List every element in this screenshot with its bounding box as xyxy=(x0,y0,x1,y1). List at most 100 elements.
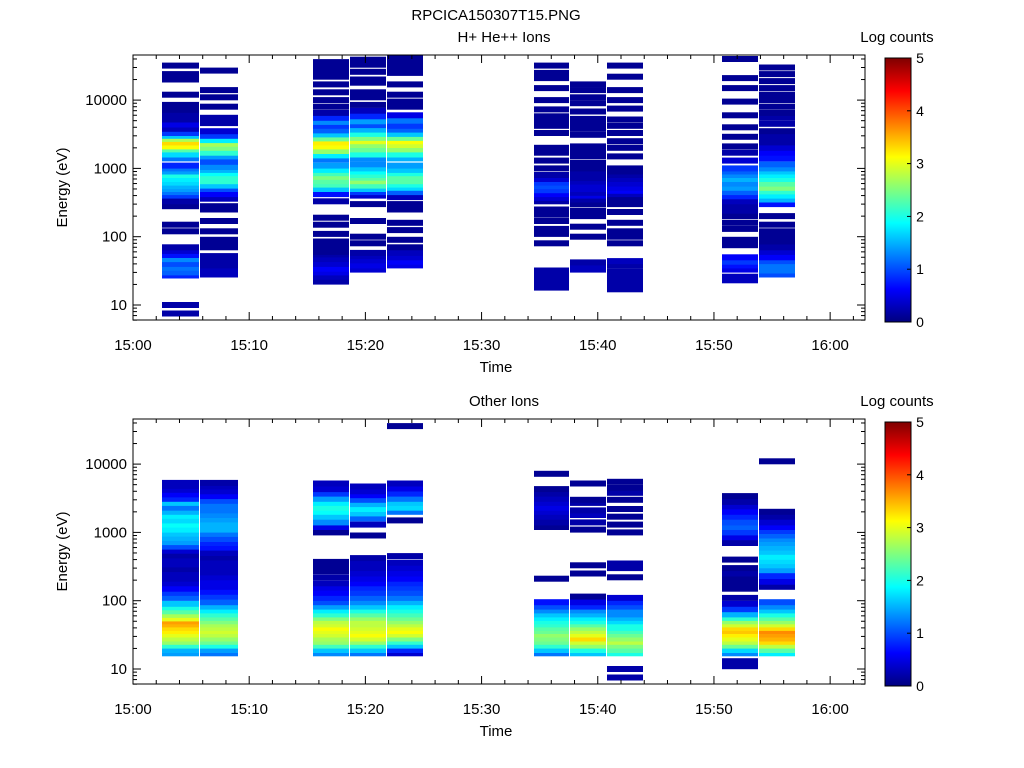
spectrogram-cell xyxy=(162,162,199,169)
spectrogram-cell xyxy=(200,618,238,625)
spectrogram-cell xyxy=(162,151,199,158)
spectrogram-cell xyxy=(200,195,238,202)
spectrogram-cell xyxy=(534,519,569,526)
spectrogram-cell xyxy=(570,631,606,638)
colorbar-tick-label: 2 xyxy=(916,572,924,588)
spectrogram-cell xyxy=(759,180,795,187)
spectrogram-cell xyxy=(534,206,569,213)
spectrogram-cell xyxy=(350,589,386,596)
spectrogram-cell xyxy=(387,155,423,162)
spectrogram-cell xyxy=(607,209,643,215)
x-tick-label: 15:40 xyxy=(579,701,617,718)
spectrogram-cell xyxy=(200,191,238,198)
spectrogram-cell xyxy=(534,284,569,291)
spectrogram-cell xyxy=(200,94,238,101)
spectrogram-cell xyxy=(387,508,423,515)
spectrogram-cell xyxy=(350,192,386,199)
spectrogram-cell xyxy=(313,603,349,610)
spectrogram-cell xyxy=(350,555,386,562)
spectrogram-cell xyxy=(313,178,349,185)
x-tick-label: 15:40 xyxy=(579,337,617,354)
colorbar-tick-label: 3 xyxy=(916,156,924,172)
spectrogram-cell xyxy=(759,638,795,645)
spectrogram-cell xyxy=(759,628,795,634)
spectrogram-cell xyxy=(200,132,238,139)
spectrogram-cell xyxy=(200,650,238,657)
spectrogram-cell xyxy=(162,556,199,563)
spectrogram-cell xyxy=(162,272,199,279)
spectrogram-cell xyxy=(722,198,758,205)
spectrogram-cell xyxy=(200,574,238,581)
spectrogram-cell xyxy=(350,631,386,638)
spectrogram-cell xyxy=(722,631,758,638)
spectrogram-cell xyxy=(350,142,386,148)
colorbar-tick-label: 1 xyxy=(916,261,924,277)
spectrogram-cell xyxy=(534,179,569,186)
spectrogram-cell xyxy=(570,618,606,625)
spectrogram-cell xyxy=(759,544,795,551)
spectrogram-cell xyxy=(387,146,423,153)
spectrogram-cell xyxy=(387,638,423,645)
spectrogram-cell xyxy=(387,485,423,492)
spectrogram-cell xyxy=(387,142,423,148)
spectrogram-cell xyxy=(722,635,758,642)
spectrogram-cell xyxy=(313,607,349,614)
spectrogram-cell xyxy=(313,127,349,134)
spectrogram-cell xyxy=(200,638,238,645)
spectrogram-cell xyxy=(607,144,643,151)
spectrogram-cell xyxy=(162,635,199,642)
spectrogram-cell xyxy=(722,176,758,182)
spectrogram-cell xyxy=(200,569,238,576)
spectrogram-cell xyxy=(387,134,423,141)
spectrogram-cell xyxy=(162,604,199,611)
spectrogram-cell xyxy=(313,563,349,570)
spectrogram-cell xyxy=(162,526,199,533)
spectrogram-cell xyxy=(162,486,199,493)
spectrogram-cell xyxy=(313,599,349,606)
spectrogram-cell xyxy=(200,479,238,486)
spectrogram-cell xyxy=(387,635,423,642)
spectrogram-cell xyxy=(570,635,606,642)
spectrogram-cell xyxy=(722,534,758,541)
y-tick-label: 10000 xyxy=(85,456,127,473)
spectrogram-cell xyxy=(162,168,199,175)
spectrogram-cell xyxy=(313,519,349,526)
spectrogram-cell xyxy=(200,624,238,631)
spectrogram-cell xyxy=(200,67,238,74)
spectrogram-cell xyxy=(722,207,758,214)
spectrogram-cell xyxy=(200,228,238,235)
spectrogram-cell xyxy=(570,599,606,606)
spectrogram-cell xyxy=(313,248,349,255)
spectrogram-cell xyxy=(759,540,795,546)
spectrogram-cell xyxy=(722,184,758,191)
spectrogram-cell xyxy=(200,178,238,185)
spectrogram-cell xyxy=(162,183,199,190)
spectrogram-cell xyxy=(570,189,606,196)
spectrogram-cell xyxy=(387,98,423,105)
panel-h-he-ions: 15:00 15:10 15:20 15:30 15:40 15:50 16:0010100… xyxy=(54,29,934,376)
spectrogram-cell xyxy=(162,172,199,178)
spectrogram-cell xyxy=(350,642,386,649)
y-tick-label: 10 xyxy=(110,661,127,678)
x-tick-label: 16:00 xyxy=(811,337,849,354)
spectrogram-cell xyxy=(759,528,795,534)
spectrogram-cell xyxy=(607,642,643,649)
spectrogram-cell xyxy=(607,73,643,80)
spectrogram-cell xyxy=(722,650,758,657)
spectrogram-cell xyxy=(313,524,349,530)
spectrogram-cell xyxy=(722,56,758,62)
panel-title: Other Ions xyxy=(469,393,539,410)
spectrogram-cell xyxy=(387,189,423,196)
spectrogram-cell xyxy=(759,647,795,653)
spectrogram-cell xyxy=(759,144,795,151)
spectrogram-cell xyxy=(313,618,349,625)
spectrogram-cell xyxy=(570,647,606,653)
spectrogram-cell xyxy=(607,233,643,240)
colorbar xyxy=(884,57,912,323)
spectrogram-cell xyxy=(534,106,569,113)
spectrogram-cell xyxy=(607,262,643,269)
spectrogram-cell xyxy=(350,510,386,517)
spectrogram-cell xyxy=(162,600,199,607)
spectrogram-cell xyxy=(607,607,643,614)
spectrogram-cell xyxy=(162,547,199,554)
